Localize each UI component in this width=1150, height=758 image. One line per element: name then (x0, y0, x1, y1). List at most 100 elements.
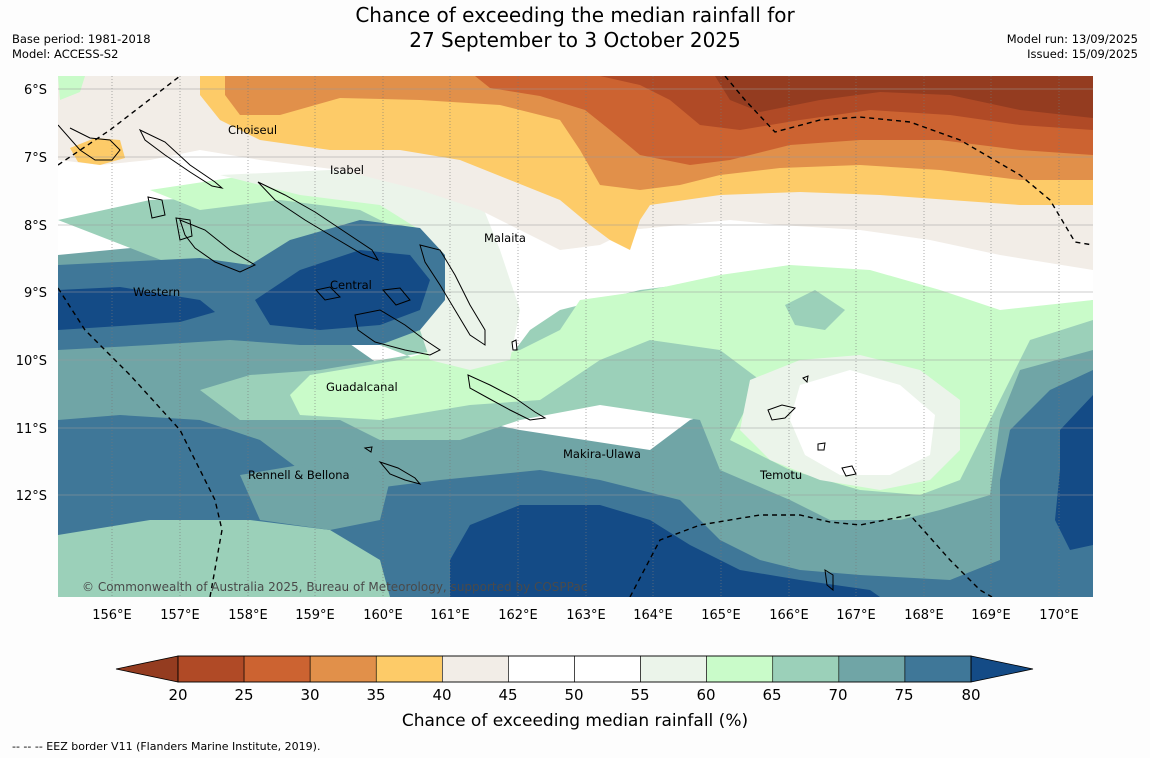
island-tikopia (824, 569, 834, 592)
lon-label: 161°E (430, 608, 470, 623)
graticule-lat (58, 88, 1093, 496)
colorbar-tick: 75 (894, 686, 913, 704)
colorbar-segment (904, 655, 972, 683)
colorbar-segment (772, 655, 840, 683)
island-florida (315, 286, 342, 301)
island-isabel (257, 181, 380, 261)
island-rennell (378, 460, 422, 485)
island-sikaiana (511, 339, 518, 351)
colorbar-tick: 35 (366, 686, 385, 704)
label-guadalcanal: Guadalcanal (326, 380, 398, 394)
colorbar-segment (706, 655, 774, 683)
colorbar: 20 25 30 35 40 45 50 55 60 65 70 75 80 C… (115, 655, 1034, 731)
colorbar-tick: 30 (300, 686, 319, 704)
contour-60-nw (58, 76, 85, 100)
island-vanikoro (841, 465, 857, 477)
label-malaita: Malaita (484, 231, 526, 245)
colorbar-segment (375, 655, 443, 683)
contour-70-patch (785, 290, 845, 330)
colorbar-tick: 60 (696, 686, 715, 704)
label-central: Central (330, 278, 372, 292)
meta-left: Base period: 1981-2018 Model: ACCESS-S2 (12, 32, 151, 62)
contour-55-60 (220, 170, 520, 370)
lon-label: 167°E (836, 608, 876, 623)
lat-label: 11°S (16, 422, 47, 437)
title-line-1: Chance of exceeding the median rainfall … (355, 3, 795, 27)
lat-label: 9°S (24, 286, 47, 301)
meta-right: Model run: 13/09/2025 Issued: 15/09/2025 (1007, 32, 1138, 62)
colorbar-ticks: 20 25 30 35 40 45 50 55 60 65 70 75 80 (168, 686, 980, 704)
colorbar-tick: 45 (498, 686, 517, 704)
colorbar-tick: 70 (828, 686, 847, 704)
island-choiseul (138, 128, 224, 189)
island-utupua (817, 442, 826, 451)
contour-below-20 (715, 76, 1093, 118)
lon-label: 160°E (363, 608, 403, 623)
island-bougainville (58, 124, 121, 161)
colorbar-frame (177, 655, 972, 683)
colorbar-segment (640, 655, 707, 683)
label-rennell-bellona: Rennell & Bellona (248, 468, 350, 482)
eez-border (58, 76, 1093, 597)
colorbar-tick: 55 (630, 686, 649, 704)
title-line-2: 27 September to 3 October 2025 (409, 28, 741, 52)
lon-label: 156°E (92, 608, 132, 623)
lat-axis: 6°S 7°S 8°S 9°S 10°S 11°S 12°S (16, 83, 47, 504)
lon-label: 170°E (1039, 608, 1079, 623)
colorbar-above-arrow (970, 655, 1034, 683)
colorbar-segment (442, 655, 509, 683)
lon-axis: 156°E 157°E 158°E 159°E 160°E 161°E 162°… (92, 608, 1079, 623)
island-ranongga (175, 217, 193, 241)
colorbar-segment (309, 655, 377, 683)
lon-label: 163°E (566, 608, 606, 623)
label-isabel: Isabel (330, 163, 364, 177)
lon-label: 166°E (769, 608, 809, 623)
lat-label: 8°S (24, 219, 47, 234)
lat-label: 7°S (24, 151, 47, 166)
contour-above-80-south (450, 505, 880, 597)
base-period: Base period: 1981-2018 (12, 32, 151, 46)
colorbar-tick: 50 (564, 686, 583, 704)
colorbar-segment (243, 655, 311, 683)
lon-label: 157°E (160, 608, 200, 623)
label-temotu: Temotu (759, 468, 802, 482)
lon-label: 169°E (971, 608, 1011, 623)
contour-70-sw (58, 520, 390, 597)
island-malaita (419, 244, 486, 346)
contour-above-80-central (255, 250, 430, 330)
island-russell (382, 287, 411, 306)
island-guadalcanal (354, 309, 441, 356)
province-labels: Choiseul Isabel Malaita Western Central … (133, 123, 802, 482)
contour-white-temotu (790, 370, 935, 475)
colorbar-segment (508, 655, 575, 683)
colorbar-segment (574, 655, 641, 683)
colorbar-tick: 20 (168, 686, 187, 704)
colorbar-tick: 65 (762, 686, 781, 704)
lon-label: 168°E (904, 608, 944, 623)
island-bellona (363, 446, 373, 453)
colorbar-tick: 80 (961, 686, 980, 704)
colorbar-segment (838, 655, 906, 683)
colorbar-below-arrow (115, 655, 179, 683)
lat-label: 6°S (24, 83, 47, 98)
chart-title: Chance of exceeding the median rainfall … (0, 3, 1150, 53)
island-santa-cruz (767, 404, 796, 421)
contour-above-80-west (58, 287, 215, 330)
lon-label: 162°E (498, 608, 538, 623)
islands (58, 124, 857, 592)
colorbar-segment (177, 655, 245, 683)
lat-label: 12°S (16, 489, 47, 504)
copyright-note: © Commonwealth of Australia 2025, Bureau… (82, 580, 587, 594)
lon-label: 164°E (633, 608, 673, 623)
contour-35-west (70, 138, 125, 165)
eez-footnote: -- -- -- EEZ border V11 (Flanders Marine… (12, 740, 321, 753)
issued-date: Issued: 15/09/2025 (1027, 47, 1138, 61)
island-vella (147, 196, 166, 219)
colorbar-label: Chance of exceeding median rainfall (%) (402, 711, 748, 731)
colorbar-tick: 25 (234, 686, 253, 704)
contour-above-80-east (1055, 395, 1093, 550)
lat-label: 10°S (16, 354, 47, 369)
model-run: Model run: 13/09/2025 (1006, 32, 1138, 46)
label-makira-ulawa: Makira-Ulawa (563, 447, 641, 461)
